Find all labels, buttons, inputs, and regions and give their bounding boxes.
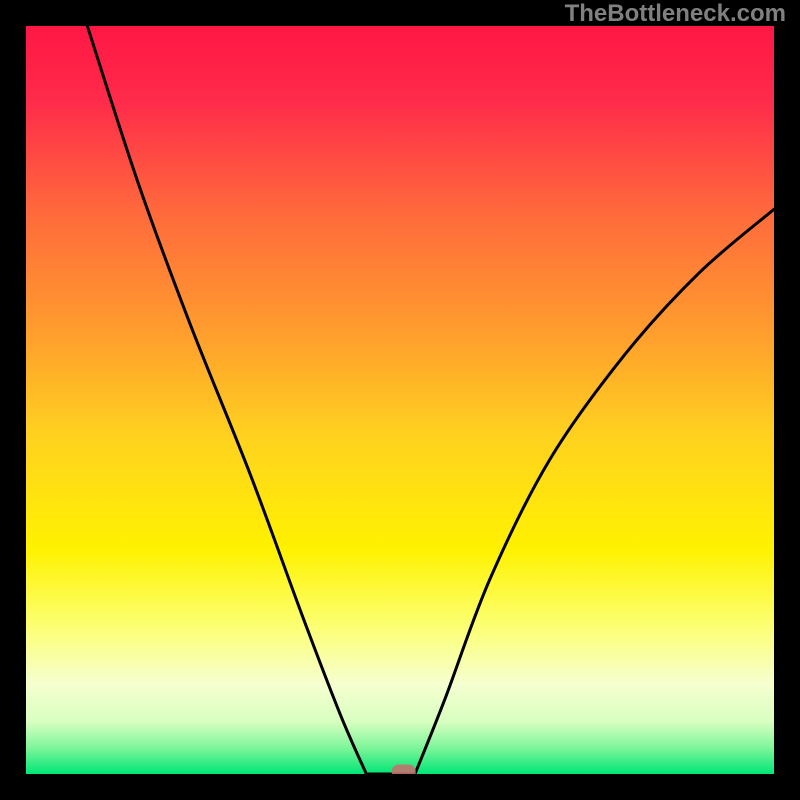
watermark: TheBottleneck.com — [565, 0, 786, 28]
bottleneck-chart-svg — [0, 0, 800, 800]
gradient-background — [26, 26, 774, 774]
chart-root: TheBottleneck.com — [0, 0, 800, 800]
